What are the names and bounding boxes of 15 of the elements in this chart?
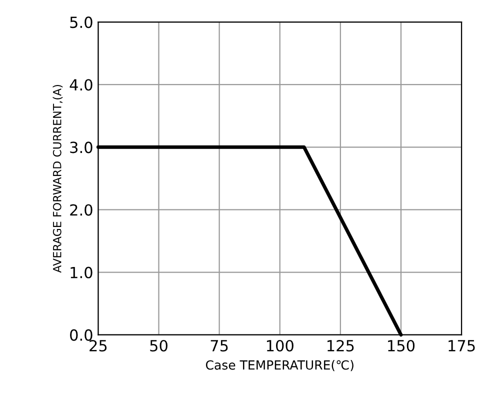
y-tick-label: 0.0 [70, 329, 92, 341]
y-tick-label: 2.0 [70, 204, 92, 216]
x-axis-title: Case TEMPERATURE(℃) [206, 360, 354, 372]
x-tick-label: 175 [448, 340, 475, 352]
y-tick-label: 3.0 [70, 142, 92, 154]
y-tick-label: 1.0 [70, 266, 92, 278]
x-tick-label: 75 [210, 340, 228, 352]
x-tick-label: 25 [90, 340, 107, 352]
y-tick-label: 4.0 [70, 79, 92, 91]
x-tick-label: 125 [328, 340, 354, 352]
x-tick-label: 100 [266, 340, 294, 352]
y-tick-label: 5.0 [70, 16, 92, 28]
y-axis-title: AVERAGE FORWARD CURRENT,(A) [52, 84, 63, 273]
x-tick-label: 150 [388, 340, 415, 352]
x-tick-label: 50 [150, 340, 168, 352]
